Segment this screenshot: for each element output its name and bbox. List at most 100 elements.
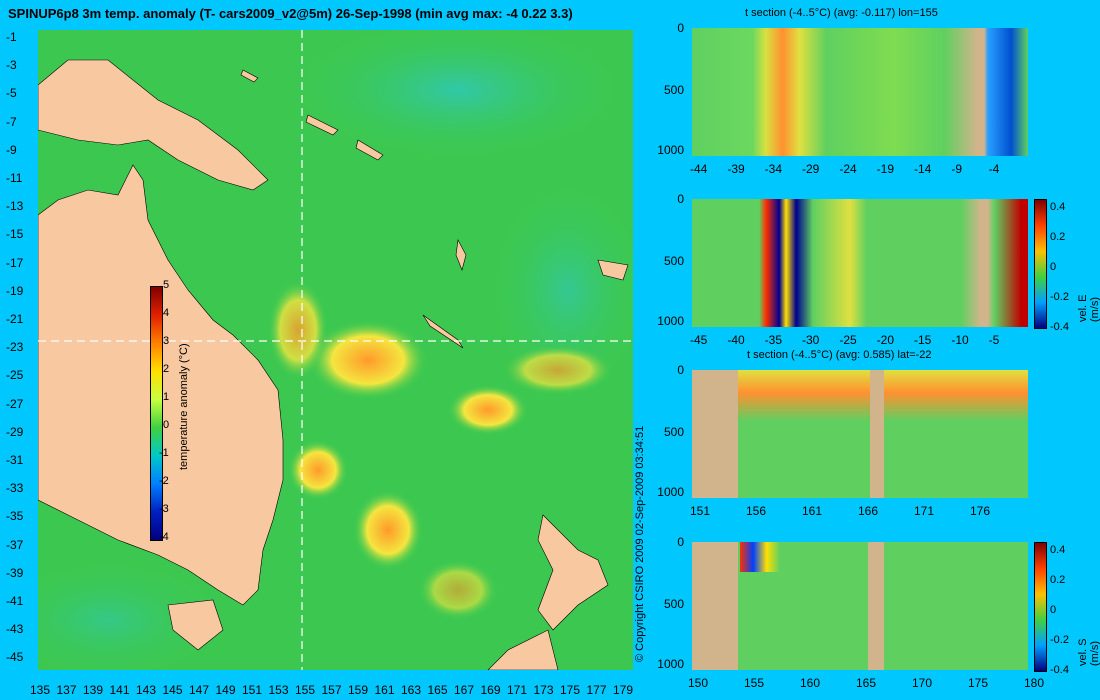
land-new-guinea: [37, 59, 269, 191]
lat-tick-label: -27: [6, 396, 24, 411]
depth-tick-label: 1000: [657, 485, 684, 499]
section-x-tick-label: 150: [688, 676, 709, 690]
depth-tick-label: 0: [677, 363, 684, 377]
panel-1-section: [692, 28, 1028, 156]
figure-title: SPINUP6p8 3m temp. anomaly (T- cars2009_…: [8, 6, 573, 21]
depth-tick-label: 500: [663, 254, 684, 268]
section-x-tick-label: -19: [876, 162, 894, 176]
lat-tick-label: -43: [6, 622, 24, 637]
panel-3-land: [692, 370, 738, 498]
section-x-tick-label: -5: [988, 333, 1000, 347]
lon-tick-label: 149: [215, 683, 236, 697]
section-x-tick-label: 176: [970, 504, 991, 518]
lon-tick-label: 167: [454, 683, 475, 697]
colorbar-tick-label: -0.2: [1050, 634, 1069, 646]
section-x-tick-label: 155: [744, 676, 765, 690]
depth-tick-label: 0: [677, 192, 684, 206]
temperature-anomaly-map: temperature anomaly (°C): [0, 20, 648, 680]
section-x-tick-label: -14: [914, 162, 932, 176]
lat-tick-label: -15: [6, 227, 24, 242]
depth-tick-label: 0: [677, 21, 684, 35]
lat-tick-label: -23: [6, 340, 24, 355]
depth-tick-label: 0: [677, 535, 684, 549]
depth-tick-label: 500: [663, 597, 684, 611]
section-x-tick-label: -25: [839, 333, 857, 347]
lon-tick-label: 135: [30, 683, 51, 697]
panel-2-section: [692, 199, 1028, 327]
lon-tick-label: 137: [56, 683, 77, 697]
lat-tick-label: -9: [6, 142, 17, 157]
lat-tick-label: -29: [6, 424, 24, 439]
lat-tick-label: -45: [6, 650, 24, 665]
copyright-text: © Copyright CSIRO 2009 02-Sep-2009 03:34…: [634, 425, 646, 662]
section-x-tick-label: -4: [988, 162, 1000, 176]
section-x-tick-label: 165: [856, 676, 877, 690]
lon-tick-label: 155: [295, 683, 316, 697]
section-x-tick-label: 175: [968, 676, 989, 690]
lon-tick-label: 143: [136, 683, 157, 697]
lon-tick-label: 159: [348, 683, 369, 697]
lat-tick-label: -17: [6, 255, 24, 270]
panel-4-colorbar-label: vel. S (m/s) lat=-22: [1077, 638, 1100, 666]
panel-4-land: [692, 542, 738, 670]
lat-tick-label: -41: [6, 594, 24, 608]
lon-tick-label: 179: [613, 683, 634, 697]
lon-tick-label: 175: [560, 683, 581, 697]
lon-tick-label: 165: [427, 683, 448, 697]
lon-tick-label: 177: [586, 683, 607, 697]
panel-1-title: t section (-4..5°C) (avg: -0.117) lon=15…: [745, 7, 938, 19]
section-x-tick-label: 170: [912, 676, 933, 690]
section-x-tick-label: -30: [802, 333, 820, 347]
depth-tick-label: 500: [663, 83, 684, 97]
lon-tick-label: 169: [480, 683, 501, 697]
lat-tick-label: -25: [6, 368, 24, 383]
section-x-tick-label: 156: [746, 504, 767, 518]
lat-tick-label: -11: [6, 171, 23, 185]
lat-tick-label: -19: [6, 283, 24, 298]
colorbar-tick-label: 0: [1050, 604, 1057, 616]
land-new-zealand: [537, 514, 609, 631]
lon-tick-label: 157: [321, 683, 342, 697]
depth-tick-label: 1000: [657, 143, 684, 157]
colorbar-tick-label: -0.4: [1050, 321, 1069, 333]
lat-tick-label: -1: [6, 30, 17, 44]
lat-tick-label: -5: [6, 86, 17, 101]
depth-tick-label: 1000: [657, 657, 684, 671]
panel-2-colorbar-label: vel. E (m/s) lon=155: [1077, 294, 1100, 322]
lon-tick-label: 161: [374, 683, 395, 697]
section-x-tick-label: 171: [914, 504, 935, 518]
panel-2-colorbar: [1034, 199, 1047, 329]
panel-3-section: [692, 370, 1028, 498]
lon-tick-label: 139: [83, 683, 104, 697]
lon-tick-label: 147: [189, 683, 210, 697]
section-x-tick-label: 151: [690, 504, 711, 518]
lat-tick-label: -31: [6, 453, 24, 467]
section-x-tick-label: -35: [764, 333, 782, 347]
section-x-tick-label: -15: [914, 333, 932, 347]
section-x-tick-label: -24: [839, 162, 857, 176]
section-x-tick-label: 180: [1024, 676, 1045, 690]
lon-tick-label: 151: [242, 683, 263, 697]
depth-tick-label: 1000: [657, 314, 684, 328]
lat-tick-label: -33: [6, 481, 24, 496]
map-colorbar: [150, 286, 163, 541]
map-colorbar-label: temperature anomaly (°C): [178, 343, 190, 470]
lon-tick-label: 145: [162, 683, 183, 697]
lat-tick-label: -3: [6, 58, 17, 73]
panel-3-title: t section (-4..5°C) (avg: 0.585) lat=-22: [747, 349, 932, 361]
lat-tick-label: -39: [6, 565, 24, 580]
lat-tick-label: -35: [6, 509, 24, 524]
colorbar-tick-label: -0.4: [1050, 664, 1069, 676]
colorbar-tick-label: 0.2: [1050, 574, 1066, 586]
colorbar-tick-label: 0.4: [1050, 544, 1066, 556]
lat-tick-label: -13: [6, 199, 24, 214]
section-x-tick-label: -44: [690, 162, 708, 176]
lat-tick-label: -37: [6, 537, 24, 552]
section-x-tick-label: -34: [764, 162, 782, 176]
colorbar-tick-label: 0.2: [1050, 231, 1066, 243]
section-x-tick-label: 161: [802, 504, 823, 518]
section-x-tick-label: -29: [802, 162, 820, 176]
land-tasmania: [167, 599, 224, 651]
panel-4-colorbar: [1034, 542, 1047, 672]
colorbar-tick-label: 0.4: [1050, 201, 1066, 213]
